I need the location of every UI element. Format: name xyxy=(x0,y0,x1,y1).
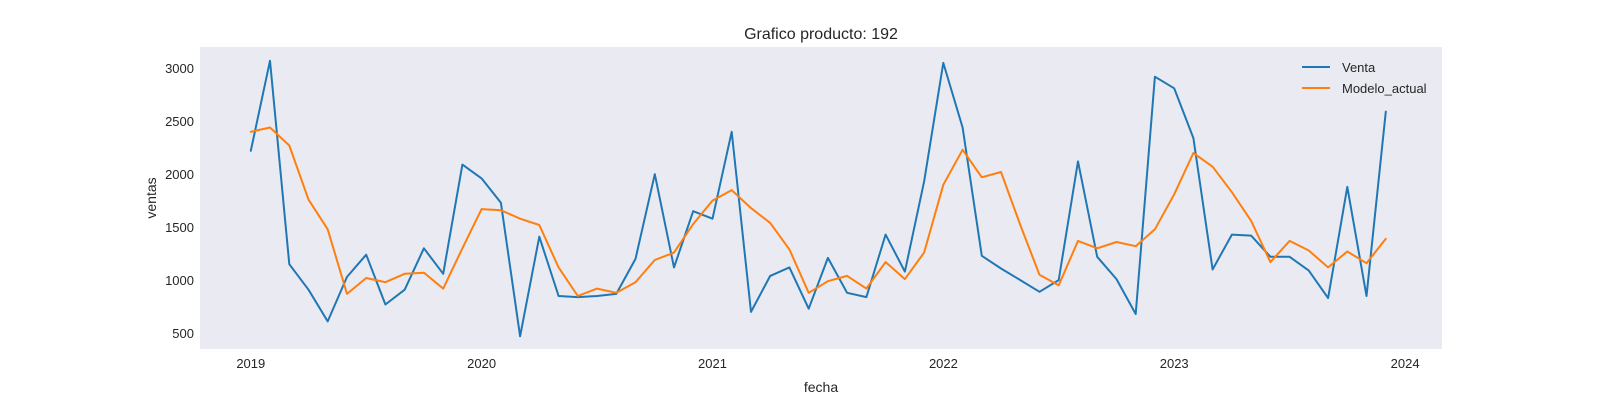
y-axis-ticks: 500 1000 1500 2000 2500 3000 xyxy=(165,61,194,341)
y-tick-label: 500 xyxy=(172,326,194,341)
y-axis-label: ventas xyxy=(143,177,159,218)
series-line-modelo-actual xyxy=(249,126,1387,297)
y-tick-label: 1500 xyxy=(165,220,194,235)
series-layer xyxy=(249,59,1387,338)
legend: Venta Modelo_actual xyxy=(1302,60,1427,96)
x-tick-label: 2019 xyxy=(236,356,265,371)
y-tick-label: 2000 xyxy=(165,167,194,182)
x-tick-label: 2024 xyxy=(1391,356,1420,371)
x-axis-ticks: 2019 2020 2021 2022 2023 2024 xyxy=(236,356,1419,371)
legend-label: Venta xyxy=(1342,60,1376,75)
chart-title: Grafico producto: 192 xyxy=(744,26,898,43)
y-tick-label: 3000 xyxy=(165,61,194,76)
y-tick-label: 1000 xyxy=(165,273,194,288)
x-tick-label: 2023 xyxy=(1160,356,1189,371)
series-line-venta xyxy=(249,59,1387,338)
y-tick-label: 2500 xyxy=(165,114,194,129)
x-tick-label: 2020 xyxy=(467,356,496,371)
legend-label: Modelo_actual xyxy=(1342,81,1427,96)
x-axis-label: fecha xyxy=(804,379,838,395)
x-tick-label: 2022 xyxy=(929,356,958,371)
x-tick-label: 2021 xyxy=(698,356,727,371)
